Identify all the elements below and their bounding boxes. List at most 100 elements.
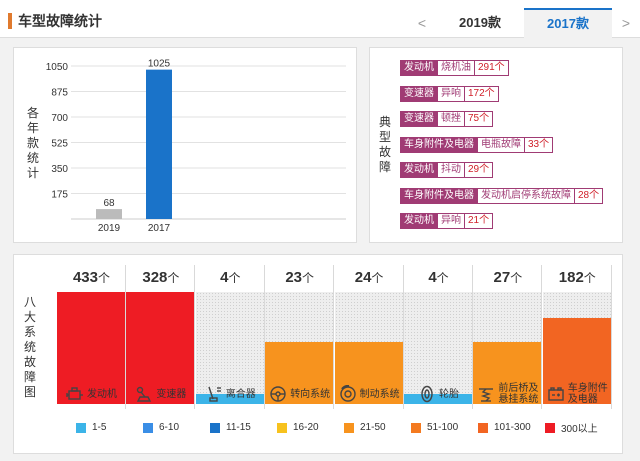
fault-count-tag: 75个 xyxy=(465,111,494,127)
system-count-value: 24 xyxy=(354,269,372,286)
fault-item[interactable]: 发动机 异响 21个 xyxy=(400,213,494,229)
next-tab-icon[interactable]: > xyxy=(621,15,631,31)
year-stats-label: 各 年 款 统 计 xyxy=(26,106,40,181)
system-name-line: 转向系统 xyxy=(290,388,331,400)
legend-label: 21-50 xyxy=(360,422,386,433)
bar-2017[interactable] xyxy=(146,69,172,219)
legend-swatch xyxy=(411,422,421,433)
system-column[interactable]: 4个 轮胎 xyxy=(404,265,473,409)
legend-item: 21-50 xyxy=(344,420,411,435)
system-column[interactable]: 23个转向系统 xyxy=(265,265,335,409)
system-count: 433个 xyxy=(57,269,126,286)
fault-symptom-tag: 抖动 xyxy=(438,162,465,178)
system-level-area xyxy=(195,292,265,404)
system-name: 变速器 xyxy=(126,381,195,407)
legend-swatch xyxy=(76,422,86,433)
year-stats-label-char: 各 xyxy=(26,106,39,120)
fault-item[interactable]: 变速器 顿挫 75个 xyxy=(400,111,494,127)
system-count-unit: 个 xyxy=(98,271,111,285)
system-level-bar xyxy=(195,393,265,404)
system-level-bar xyxy=(126,292,196,404)
clutch-pedal-icon xyxy=(208,386,221,402)
system-count: 24个 xyxy=(335,269,404,286)
legend-swatch xyxy=(545,422,555,433)
eight-systems-label-char: 图 xyxy=(23,385,36,399)
year-stats-label-char: 统 xyxy=(26,151,39,165)
eight-systems-label-char: 系 xyxy=(23,325,36,339)
system-level-bar xyxy=(334,342,404,404)
system-level-area xyxy=(404,292,473,404)
system-level-bar xyxy=(57,292,126,404)
system-count-unit: 个 xyxy=(167,271,180,285)
bar-2019[interactable] xyxy=(96,209,122,219)
fault-count-tag: 21个 xyxy=(465,213,494,229)
system-column[interactable]: 24个制动系统 xyxy=(334,265,404,409)
system-level-area xyxy=(473,292,543,404)
system-name: 车身附件 及电器 xyxy=(543,381,612,407)
system-level-area xyxy=(57,292,126,404)
system-name-line: 车身附件 xyxy=(567,383,608,394)
eight-systems-label-char: 故 xyxy=(23,355,36,369)
system-name-text: 轮胎 xyxy=(439,389,459,400)
legend-swatch xyxy=(277,422,287,433)
typical-faults-label: 典 型 故 障 xyxy=(378,115,392,175)
system-level-area xyxy=(126,292,196,404)
fault-item[interactable]: 车身附件及电器 电瓶故障 33个 xyxy=(400,136,554,153)
fault-item[interactable]: 变速器 异响 172个 xyxy=(400,85,499,102)
legend-item: 51-100 xyxy=(411,420,478,435)
system-column[interactable]: 433个发动机 xyxy=(57,265,126,409)
typical-faults-label-char: 障 xyxy=(378,160,391,174)
fault-count-tag: 29个 xyxy=(465,162,494,178)
legend-label: 11-15 xyxy=(226,422,251,433)
system-column[interactable]: 182个 车身附件 及电器 xyxy=(542,265,612,409)
legend-swatch xyxy=(143,422,153,433)
tab-2019[interactable]: 2019款 xyxy=(459,15,501,30)
typical-faults-panel: 典 型 故 障 发动机 烧机油 291个 变速器 异响 172个 变速器 顿挫 75个 车身附件及… xyxy=(369,47,623,243)
system-count: 23个 xyxy=(265,269,334,286)
fault-count-tag: 33个 xyxy=(525,136,554,153)
system-name-text: 转向系统 xyxy=(290,389,330,400)
fault-system-tag: 车身附件及电器 xyxy=(400,136,478,153)
legend-label: 51-100 xyxy=(427,422,459,433)
steering-wheel-icon xyxy=(270,386,286,402)
system-name: 轮胎 xyxy=(404,381,473,407)
legend-item: 300以上 xyxy=(545,420,612,435)
fault-system-tag: 变速器 xyxy=(400,85,438,102)
system-count-value: 4 xyxy=(428,269,437,286)
fault-system-tag: 发动机 xyxy=(400,162,438,178)
fault-symptom-tag: 烧机油 xyxy=(438,60,475,76)
suspension-icon xyxy=(479,388,494,402)
system-count: 27个 xyxy=(473,269,542,286)
legend-swatch xyxy=(478,422,488,433)
system-column[interactable]: 27个前后桥及 悬挂系统 xyxy=(473,265,543,409)
system-count-value: 433 xyxy=(72,269,98,286)
system-column[interactable]: 328个 变速器 xyxy=(126,265,196,409)
system-count-value: 4 xyxy=(220,269,229,286)
legend-label: 101-300 xyxy=(494,422,531,433)
system-name: 发动机 xyxy=(57,381,126,407)
system-name-text: 变速器 xyxy=(156,389,186,400)
system-column[interactable]: 4个 离合器 xyxy=(195,265,265,409)
fault-item[interactable]: 车身附件及电器 发动机启停系统故障 28个 xyxy=(400,187,604,204)
prev-tab-icon[interactable]: < xyxy=(417,15,427,31)
system-level-area xyxy=(542,292,612,404)
y-tick-label: 350 xyxy=(51,164,68,175)
system-name: 前后桥及 悬挂系统 xyxy=(473,381,542,407)
typical-faults-label-char: 典 xyxy=(378,115,391,129)
system-name: 离合器 xyxy=(196,381,265,407)
fault-item[interactable]: 发动机 烧机油 291个 xyxy=(400,60,509,76)
column-divider xyxy=(194,265,196,409)
column-divider xyxy=(333,265,335,409)
year-stats-panel: 各 年 款 统 计 175 350 525 700 875 1050 68 2019 1025 2… xyxy=(13,47,357,243)
fault-system-tag: 变速器 xyxy=(400,111,438,127)
year-stats-label-char: 款 xyxy=(26,136,39,150)
fault-item[interactable]: 发动机 抖动 29个 xyxy=(400,162,494,178)
legend-swatch xyxy=(344,422,354,433)
system-name: 制动系统 xyxy=(335,381,404,407)
x-tick-label: 2019 xyxy=(98,223,121,234)
fault-symptom-tag: 发动机启停系统故障 xyxy=(478,187,575,204)
range-legend: 1-5 6-10 11-15 16-20 21-50 51-100 101-300 300以上 xyxy=(76,420,612,435)
system-name-text: 离合器 xyxy=(226,389,256,400)
system-level-bar xyxy=(404,393,473,404)
tab-2017[interactable]: 2017款 xyxy=(524,8,612,38)
